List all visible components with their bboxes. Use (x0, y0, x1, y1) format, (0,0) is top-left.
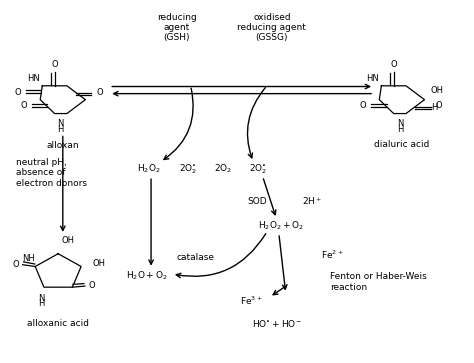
Text: Fenton or Haber-Weis
reaction: Fenton or Haber-Weis reaction (330, 272, 427, 291)
Text: $\mathrm{H_2O +O_2}$: $\mathrm{H_2O +O_2}$ (126, 269, 167, 282)
Text: O: O (12, 260, 19, 269)
Text: -H: -H (430, 103, 439, 112)
Text: $\mathrm{Fe^{2+}}$: $\mathrm{Fe^{2+}}$ (320, 248, 343, 261)
Text: $\mathrm{2O_2^{\bullet}}$: $\mathrm{2O_2^{\bullet}}$ (249, 162, 267, 176)
Text: H: H (38, 299, 45, 308)
Text: $\mathrm{2O_2^{\bullet}}$: $\mathrm{2O_2^{\bullet}}$ (179, 162, 197, 176)
Text: neutral pH,
absence of
electron donors: neutral pH, absence of electron donors (16, 158, 87, 188)
Text: $\mathrm{Fe^{3+}}$: $\mathrm{Fe^{3+}}$ (240, 294, 263, 307)
Text: OH: OH (62, 236, 75, 245)
Text: $\mathrm{H_2O_2}$: $\mathrm{H_2O_2}$ (137, 163, 161, 175)
Text: N: N (397, 119, 403, 128)
Text: H: H (57, 125, 64, 134)
Text: O: O (360, 101, 366, 110)
Text: alloxan: alloxan (46, 142, 79, 150)
Text: $\mathrm{2H^+}$: $\mathrm{2H^+}$ (302, 195, 322, 207)
Text: HN: HN (366, 74, 379, 83)
Text: O: O (21, 101, 27, 110)
Text: OH: OH (430, 86, 443, 95)
Text: O: O (391, 60, 397, 69)
Text: H: H (397, 125, 403, 134)
Text: HN: HN (27, 74, 40, 83)
Text: $\mathrm{2O_2}$: $\mathrm{2O_2}$ (214, 163, 232, 175)
Text: O: O (435, 101, 442, 110)
Text: N: N (57, 119, 64, 128)
Text: N: N (38, 294, 45, 303)
Text: oxidised
reducing agent
(GSSG): oxidised reducing agent (GSSG) (237, 12, 306, 42)
Text: alloxanic acid: alloxanic acid (27, 319, 89, 328)
Text: catalase: catalase (176, 253, 214, 262)
Text: SOD: SOD (247, 197, 267, 205)
Text: O: O (96, 87, 103, 97)
Text: OH: OH (93, 259, 106, 268)
Text: dialuric acid: dialuric acid (374, 140, 429, 148)
Text: O: O (51, 60, 58, 69)
Text: O: O (89, 281, 95, 290)
Text: O: O (15, 87, 21, 97)
Text: reducing
agent
(GSH): reducing agent (GSH) (157, 12, 197, 42)
Text: $\mathrm{H_2O_2 + O_2}$: $\mathrm{H_2O_2 + O_2}$ (258, 220, 304, 232)
Text: $\mathrm{HO^{\bullet} + HO^{-}}$: $\mathrm{HO^{\bullet} + HO^{-}}$ (252, 318, 301, 329)
Text: NH: NH (22, 254, 35, 263)
